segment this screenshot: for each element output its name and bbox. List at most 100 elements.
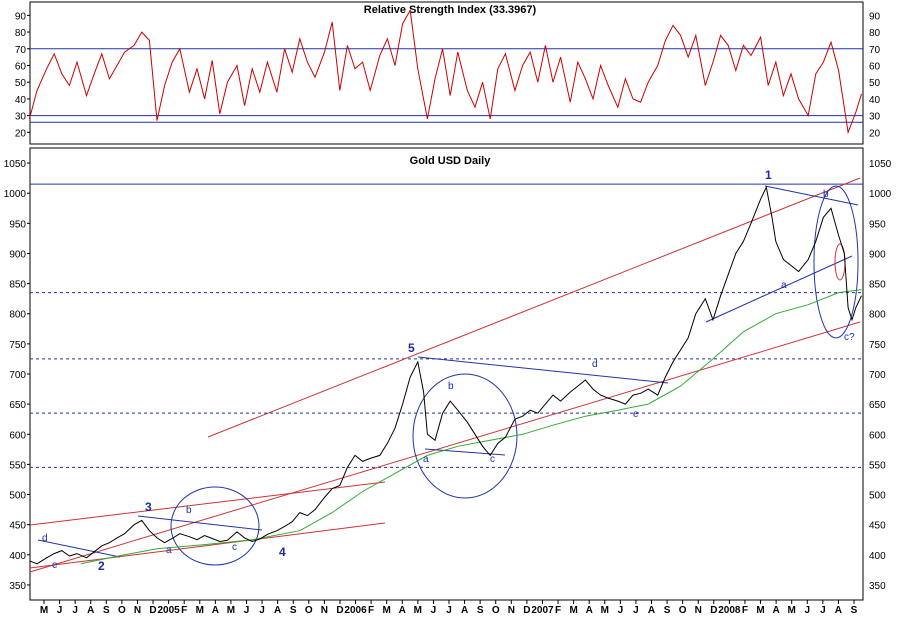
rsi-ytick-right-1: 30 — [869, 112, 881, 123]
subwave-label-b1: b — [186, 505, 192, 516]
price-ytick-left-6: 650 — [9, 400, 26, 411]
price-ytick-left-2: 450 — [9, 521, 26, 532]
subwave-label-d1: d — [42, 533, 48, 544]
x-tick-label-44: 2008 — [718, 605, 741, 616]
price-ytick-right-7: 700 — [869, 370, 886, 381]
x-tick-label-15: A — [274, 605, 281, 616]
rsi-ytick-right-5: 70 — [869, 45, 881, 56]
price-ytick-right-10: 850 — [869, 280, 886, 291]
price-ytick-right-9: 800 — [869, 310, 886, 321]
subwave-label-c2: c — [490, 454, 495, 465]
x-tick-label-41: O — [679, 605, 687, 616]
rsi-ytick-right-3: 50 — [869, 78, 881, 89]
wedge-top-line — [764, 185, 859, 206]
x-tick-label-49: J — [804, 605, 810, 616]
x-tick-label-30: N — [508, 605, 515, 616]
price-ytick-left-9: 800 — [9, 310, 26, 321]
early-channel-bottom — [29, 522, 386, 569]
subwave-label-a2: a — [423, 454, 429, 465]
x-tick-label-6: N — [134, 605, 141, 616]
rsi-ytick-left-5: 70 — [15, 45, 27, 56]
x-tick-label-11: A — [212, 605, 219, 616]
rsi-ytick-right-2: 40 — [869, 95, 881, 106]
x-tick-label-10: M — [196, 605, 204, 616]
price-ytick-left-4: 550 — [9, 460, 26, 471]
rsi-line — [28, 8, 862, 135]
x-tick-label-29: O — [492, 605, 500, 616]
x-tick-label-0: M — [40, 605, 48, 616]
x-tick-label-34: M — [569, 605, 577, 616]
x-tick-label-43: D — [710, 605, 717, 616]
rsi-ytick-left-1: 30 — [15, 112, 27, 123]
price-ytick-left-5: 600 — [9, 430, 26, 441]
x-tick-label-12: M — [227, 605, 235, 616]
x-tick-label-14: J — [259, 605, 265, 616]
price-ytick-right-14: 1050 — [869, 159, 892, 170]
x-tick-label-33: F — [555, 605, 561, 616]
subwave-label-c1: c — [232, 542, 237, 553]
x-tick-label-39: A — [648, 605, 655, 616]
wave-label-1: 1 — [765, 168, 772, 182]
price-ytick-right-2: 450 — [869, 521, 886, 532]
price-ytick-right-5: 600 — [869, 430, 886, 441]
price-ytick-left-1: 400 — [9, 551, 26, 562]
x-tick-label-24: M — [414, 605, 422, 616]
subwave-label-b3: b — [823, 189, 829, 200]
x-tick-label-47: A — [772, 605, 779, 616]
x-tick-label-40: S — [664, 605, 671, 616]
x-tick-label-4: S — [103, 605, 110, 616]
subwave-labels: a b c d e a b c d e a b c? — [42, 189, 855, 571]
price-ytick-left-12: 950 — [9, 219, 26, 230]
wave-label-2: 2 — [98, 559, 105, 573]
ellipse-2008 — [813, 185, 859, 339]
rsi-title: Relative Strength Index (33.3967) — [364, 4, 537, 16]
wave-label-5: 5 — [408, 341, 415, 355]
rsi-ytick-right-0: 20 — [869, 128, 881, 139]
x-tick-label-45: F — [742, 605, 748, 616]
x-tick-label-20: 2006 — [344, 605, 367, 616]
rsi-ytick-right-7: 90 — [869, 11, 881, 22]
gold-price-line — [29, 185, 862, 565]
x-tick-label-3: A — [87, 605, 94, 616]
rsi-ytick-left-6: 80 — [15, 28, 27, 39]
price-ytick-right-12: 950 — [869, 219, 886, 230]
x-tick-label-35: A — [586, 605, 593, 616]
price-ytick-left-14: 1050 — [4, 159, 27, 170]
rsi-ytick-left-3: 50 — [15, 78, 27, 89]
x-axis: M J J A S O N D 2005 F M A M J J A S O N D 2006 F M A M J J A S O N D 20… — [40, 600, 858, 616]
x-tick-label-36: M — [601, 605, 609, 616]
price-ytick-left-13: 1000 — [4, 189, 27, 200]
wave-label-4: 4 — [279, 545, 286, 559]
x-tick-label-21: F — [368, 605, 374, 616]
subwave-label-b2: b — [448, 381, 454, 392]
rsi-ytick-right-4: 60 — [869, 61, 881, 72]
subwave-label-a3: a — [781, 280, 787, 291]
subwave-label-d2: d — [592, 359, 598, 370]
x-tick-label-48: M — [788, 605, 796, 616]
price-y-axis: 350 350 400 400 450 450 500 500 550 550 600 600 650 6… — [4, 159, 892, 592]
x-tick-label-1: J — [57, 605, 63, 616]
x-tick-label-27: A — [461, 605, 468, 616]
rsi-ytick-left-0: 20 — [15, 128, 27, 139]
rsi-ytick-left-2: 40 — [15, 95, 27, 106]
x-tick-label-46: M — [756, 605, 764, 616]
x-tick-label-52: S — [851, 605, 858, 616]
rsi-y-axis: 20 20 30 30 40 40 50 50 60 60 70 70 80 80 90 90 — [15, 11, 881, 139]
wedge-bottom-line — [705, 255, 853, 323]
price-ytick-right-0: 350 — [869, 581, 886, 592]
price-ytick-left-10: 850 — [9, 280, 26, 291]
subwave-label-e2: e — [633, 409, 639, 420]
x-tick-label-9: F — [181, 605, 187, 616]
wave-2-line — [37, 539, 121, 558]
subwave-label-e1: e — [52, 560, 58, 571]
rsi-panel-frame — [29, 1, 864, 145]
x-tick-label-16: S — [290, 605, 297, 616]
moving-average-line — [80, 289, 862, 565]
x-tick-label-32: 2007 — [531, 605, 554, 616]
wave-labels: 1 2 3 4 5 — [98, 168, 772, 573]
rsi-ytick-right-6: 80 — [869, 28, 881, 39]
x-tick-label-19: D — [336, 605, 343, 616]
